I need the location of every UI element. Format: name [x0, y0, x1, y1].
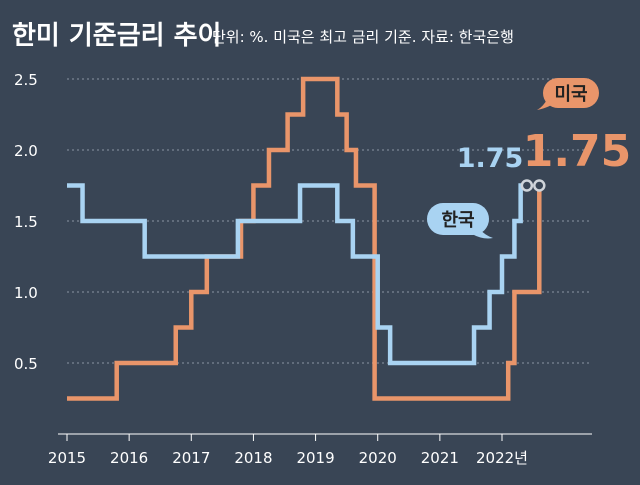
x-tick-label-4: 2019 — [296, 449, 334, 467]
end-point-us — [533, 179, 546, 192]
chart-subtitle: 단위: %. 미국은 최고 금리 기준. 자료: 한국은행 — [212, 28, 514, 46]
y-tick-label-3: 2.0 — [14, 142, 38, 160]
x-tick-label-7: 2022년 — [476, 449, 528, 467]
chart-title: 한미 기준금리 추이 — [12, 21, 221, 51]
series-line-korea — [67, 183, 527, 366]
y-axis-ticks: 0.5 1.0 1.5 2.0 2.5 — [14, 71, 38, 373]
x-axis: 2015 2016 2017 2018 2019 2020 2021 2022년 — [48, 433, 592, 467]
series-layer — [67, 76, 546, 401]
series-line-us — [67, 76, 542, 401]
x-tick-label-2: 2017 — [172, 449, 210, 467]
y-tick-label-1: 1.0 — [14, 284, 38, 302]
x-tick-label-6: 2021 — [421, 449, 459, 467]
x-tick-label-5: 2020 — [359, 449, 397, 467]
x-tick-label-3: 2018 — [234, 449, 272, 467]
y-tick-label-4: 2.5 — [14, 71, 38, 89]
legend-bubble-korea: 한국 — [427, 203, 493, 239]
end-value-label-us: 1.75 — [523, 126, 632, 177]
end-point-korea — [520, 179, 534, 192]
legend-label-korea: 한국 — [441, 210, 474, 231]
x-tick-label-1: 2016 — [110, 449, 148, 467]
legend-label-us: 미국 — [554, 84, 587, 105]
x-tick-label-0: 2015 — [48, 449, 86, 467]
end-value-label-korea: 1.75 — [457, 143, 524, 174]
legend-bubble-us: 미국 — [537, 78, 599, 110]
y-tick-label-0: 0.5 — [14, 355, 38, 373]
y-tick-label-2: 1.5 — [14, 213, 38, 231]
